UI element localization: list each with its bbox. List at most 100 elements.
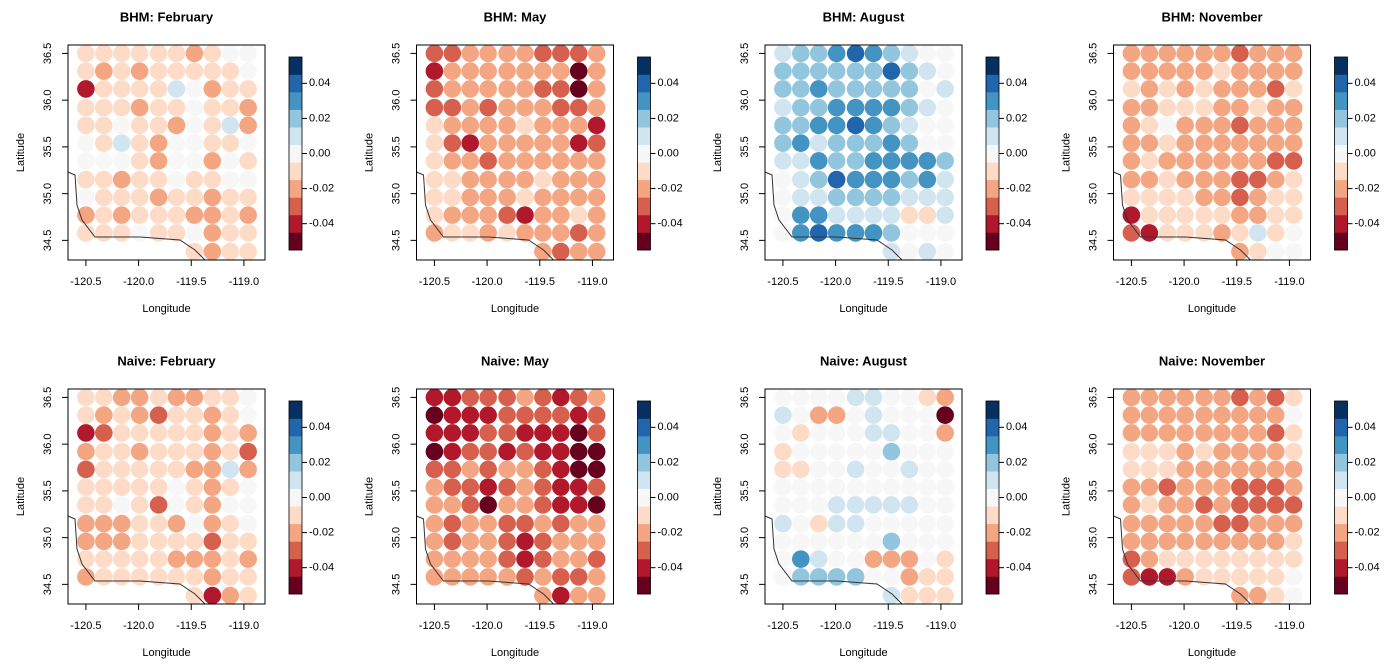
grid-point: [95, 532, 113, 551]
x-tick-label: -119.5: [176, 620, 206, 632]
grid-point: [95, 460, 113, 479]
grid-point: [112, 388, 131, 407]
grid-point: [1231, 550, 1249, 568]
colorbar-box: [986, 214, 999, 233]
y-tick-label: 34.5: [1087, 230, 1099, 251]
y-tick-label: 35.5: [1087, 136, 1099, 157]
grid-point: [882, 116, 901, 135]
grid-point: [221, 170, 240, 189]
grid-point: [95, 134, 113, 152]
grid-point: [112, 134, 131, 152]
grid-point: [1140, 80, 1159, 98]
grid-point: [827, 514, 846, 533]
grid-point: [918, 152, 937, 170]
grid-point: [516, 550, 534, 568]
grid-point: [130, 44, 149, 63]
grid-point: [792, 478, 810, 496]
grid-point: [479, 116, 497, 135]
grid-point: [827, 388, 846, 407]
grid-point: [827, 568, 846, 586]
grid-point: [443, 62, 462, 80]
grid-point: [77, 44, 95, 63]
colorbar-box: [637, 576, 651, 595]
grid-point: [149, 532, 168, 551]
grid-point: [77, 170, 95, 189]
grid-point: [1158, 224, 1177, 242]
grid-point: [1249, 496, 1267, 514]
panel-title: Naive: November: [1159, 353, 1265, 368]
grid-point: [1195, 44, 1213, 63]
grid-point: [569, 424, 588, 442]
grid-point: [827, 98, 846, 117]
grid-point: [1140, 532, 1159, 551]
grid-point: [479, 568, 497, 586]
grid-point: [1195, 116, 1213, 135]
grid-point: [792, 134, 810, 152]
grid-point: [149, 442, 168, 461]
grid-point: [918, 586, 937, 605]
x-tick-label: -120.5: [767, 620, 798, 632]
grid-point: [1176, 496, 1194, 514]
grid-point: [239, 406, 257, 424]
grid-point: [1122, 532, 1141, 551]
grid-point: [516, 424, 534, 442]
grid-point: [221, 532, 240, 551]
y-tick-label: 34.5: [739, 230, 751, 251]
grid-point: [498, 568, 516, 586]
grid-point: [882, 388, 901, 407]
coastline: [764, 171, 903, 261]
grid-point: [203, 188, 222, 207]
panel: BHM: February -120.5 -120.0 -119.5 -119.0 34.…: [15, 9, 334, 314]
grid-point: [425, 152, 444, 170]
grid-point: [1195, 80, 1213, 98]
grid-point: [864, 98, 883, 117]
grid-point: [1176, 98, 1194, 117]
grid-point: [1158, 152, 1177, 170]
y-tick-label: 35.0: [1087, 183, 1099, 204]
grid-point: [552, 532, 570, 551]
grid-point: [809, 442, 828, 461]
grid-point: [1140, 406, 1159, 424]
grid-point: [167, 550, 186, 568]
grid-point: [900, 206, 919, 224]
grid-point: [1195, 388, 1213, 407]
grid-point: [130, 80, 149, 98]
grid-point: [552, 478, 570, 496]
grid-point: [774, 550, 792, 568]
grid-point: [1122, 568, 1141, 586]
grid-point: [1284, 550, 1303, 568]
grid-point: [185, 496, 204, 514]
grid-point: [534, 152, 552, 170]
colorbar-tick-label: -0.02: [309, 182, 334, 194]
grid-point: [425, 224, 444, 242]
grid-point: [809, 224, 828, 242]
x-tick-label: -119.0: [926, 620, 956, 632]
grid-point: [827, 170, 846, 189]
grid-point: [443, 44, 462, 63]
y-tick-label: 34.5: [390, 230, 402, 251]
grid-point: [534, 44, 552, 63]
colorbar-box: [637, 401, 651, 419]
grid-point: [936, 532, 954, 551]
grid-point: [498, 116, 516, 135]
grid-point: [882, 478, 901, 496]
grid-point: [185, 206, 204, 224]
grid-point: [167, 424, 186, 442]
grid-point: [149, 424, 168, 442]
grid-point: [77, 116, 95, 135]
grid-point: [1266, 514, 1285, 533]
grid-point: [552, 550, 570, 568]
grid-point: [185, 62, 204, 80]
grid-point: [552, 116, 570, 135]
grid-point: [1284, 442, 1303, 461]
grid-point: [221, 116, 240, 135]
grid-point: [239, 496, 257, 514]
grid-point: [1284, 424, 1303, 442]
grid-point: [1284, 242, 1303, 261]
grid-point: [461, 460, 480, 479]
grid-point: [1284, 170, 1303, 189]
grid-point: [1231, 568, 1249, 586]
grid-point: [130, 460, 149, 479]
grid-point: [809, 496, 828, 514]
grid-point: [479, 514, 497, 533]
